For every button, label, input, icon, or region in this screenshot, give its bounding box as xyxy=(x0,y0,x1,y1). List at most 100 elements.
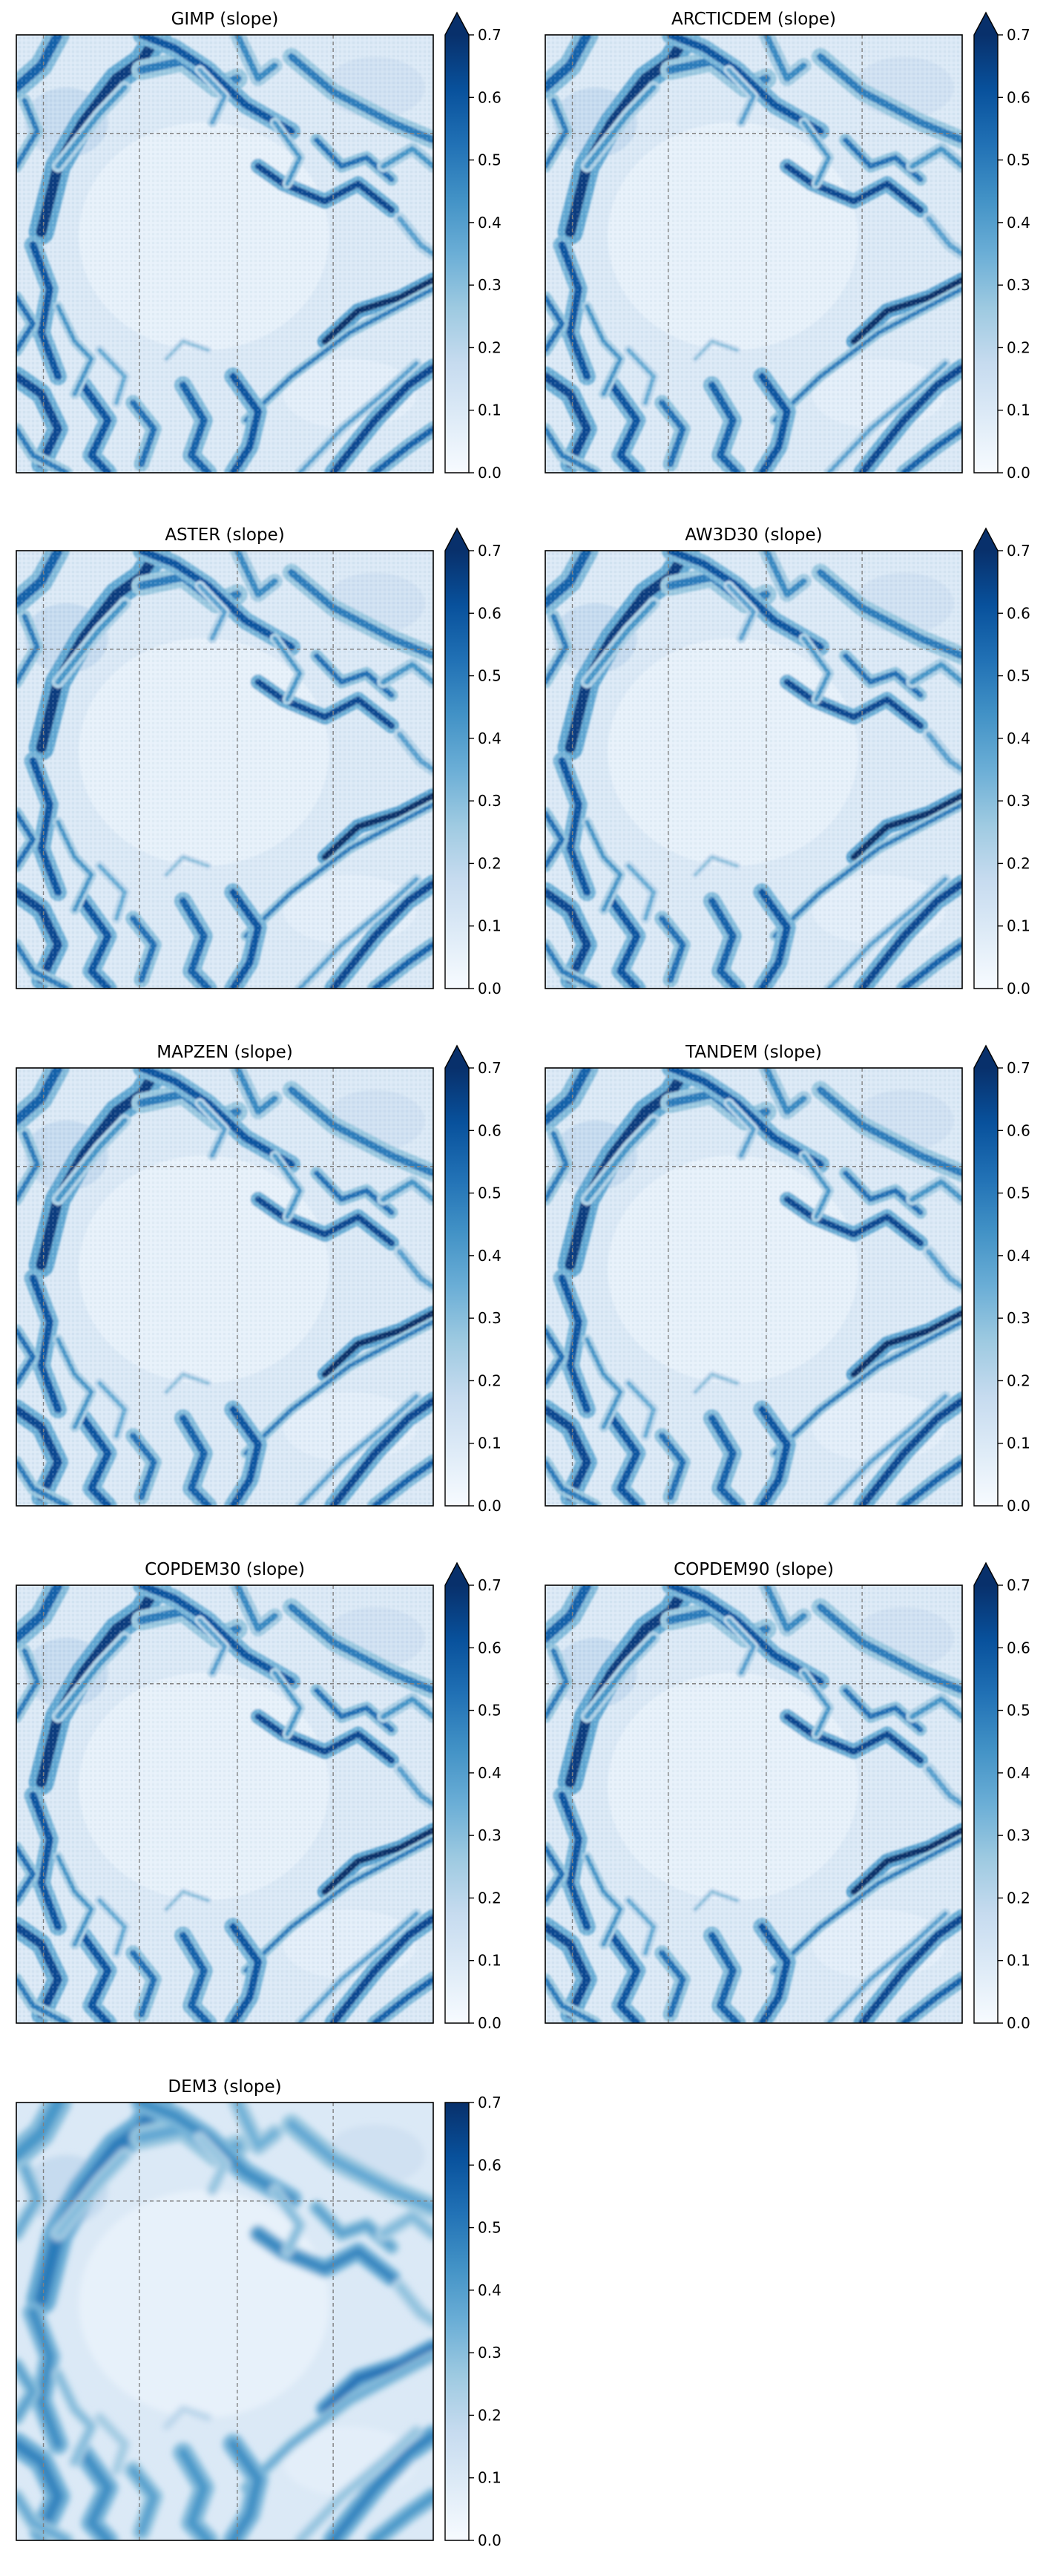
colorbar-gradient xyxy=(445,1585,469,2023)
colorbar-tick-label: 0.0 xyxy=(478,980,501,997)
slope-heatmap xyxy=(16,2103,433,2540)
panel-title: DEM3 (slope) xyxy=(168,2077,281,2097)
panel-aw3d30: AW3D30 (slope) 0.0 0.1 0.2 0.3 0.4 0.5 0.6 0.7 xyxy=(545,525,1030,997)
colorbar-outline xyxy=(444,11,470,473)
colorbar-tick-label: 0.5 xyxy=(1007,1184,1030,1202)
colorbar-tick-label: 0.3 xyxy=(1007,276,1030,294)
colorbar-gradient xyxy=(445,35,469,473)
slope-ridge xyxy=(34,2103,165,2307)
slope-ridge xyxy=(286,2120,433,2212)
colorbar-tick-label: 0.2 xyxy=(1007,1889,1030,1907)
colorbar-tick-label: 0.4 xyxy=(1007,1764,1030,1782)
gridlines xyxy=(545,1068,962,1506)
colorbar-tick-label: 0.3 xyxy=(1007,1309,1030,1327)
colorbar: 0.0 0.1 0.2 0.3 0.4 0.5 0.6 0.7 xyxy=(444,527,501,997)
colorbar-tick-label: 0.2 xyxy=(1007,1371,1030,1389)
colorbar-tick-label: 0.0 xyxy=(1007,2014,1030,2032)
slope-ridge xyxy=(320,2344,433,2413)
panel-title: GIMP (slope) xyxy=(171,10,279,29)
colorbar-tick-label: 0.7 xyxy=(478,1576,501,1594)
colorbar: 0.0 0.1 0.2 0.3 0.4 0.5 0.6 0.7 xyxy=(973,1561,1030,2032)
colorbar-tick-label: 0.5 xyxy=(478,2219,501,2237)
colorbar-tick-label: 0.1 xyxy=(478,1952,501,1970)
gridlines xyxy=(16,35,433,473)
panel-title: ARCTICDEM (slope) xyxy=(671,10,836,29)
plot-frame xyxy=(545,1584,963,2024)
colorbar-gradient xyxy=(445,551,469,989)
colorbar-tick-label: 0.1 xyxy=(478,402,501,419)
colorbar-extend-arrow xyxy=(445,13,469,35)
slope-ridge xyxy=(233,2103,279,2151)
colorbar-tick-label: 0.0 xyxy=(478,2014,501,2032)
pixel-texture xyxy=(545,1585,962,2023)
colorbar-tick-label: 0.0 xyxy=(1007,980,1030,997)
slope-heatmap xyxy=(16,1585,433,2023)
colorbar-tick-label: 0.2 xyxy=(478,2406,501,2424)
panel-aster: ASTER (slope) 0.0 0.1 0.2 0.3 0.4 0.5 0.6 0.7 xyxy=(16,525,501,997)
colorbar-tick-label: 0.3 xyxy=(1007,1826,1030,1844)
plot-frame xyxy=(16,1584,434,2024)
slope-ridge xyxy=(16,2165,41,2238)
colorbar-outline xyxy=(444,1561,470,2024)
colorbar-tick-label: 0.4 xyxy=(1007,214,1030,232)
slope-ridge xyxy=(297,2428,420,2540)
panel-copdem30: COPDEM30 (slope) 0.0 0.1 0.2 0.3 0.4 0.5 0.6 0.7 xyxy=(16,1560,501,2032)
pixel-texture xyxy=(545,1068,962,1506)
slope-ridge xyxy=(164,2407,211,2429)
slope-ridge xyxy=(197,2134,228,2193)
slope-heatmap xyxy=(16,1068,433,1506)
slope-heatmap xyxy=(16,35,433,473)
colorbar-tick-label: 0.6 xyxy=(478,604,501,622)
slope-ridge xyxy=(370,2492,433,2540)
slope-ridge xyxy=(380,2212,433,2238)
plot-frame xyxy=(545,550,963,989)
gridlines xyxy=(545,551,962,989)
plot-frame xyxy=(545,1067,963,1507)
slope-ridge xyxy=(178,2448,213,2540)
pixel-texture xyxy=(16,1068,433,1506)
colorbar-gradient xyxy=(445,2103,469,2540)
colorbar: 0.0 0.1 0.2 0.3 0.4 0.5 0.6 0.7 xyxy=(444,2094,501,2549)
colorbar-gradient xyxy=(974,1585,998,2023)
colorbar-tick-label: 0.5 xyxy=(478,151,501,169)
colorbar-gradient xyxy=(974,1068,998,1506)
colorbar-tick-label: 0.1 xyxy=(1007,1952,1030,1970)
colorbar-tick-label: 0.1 xyxy=(478,2469,501,2487)
colorbar-extend-arrow xyxy=(445,1563,469,1585)
colorbar: 0.0 0.1 0.2 0.3 0.4 0.5 0.6 0.7 xyxy=(973,11,1030,482)
colorbar-tick-label: 0.5 xyxy=(1007,1702,1030,1720)
colorbar-extend-arrow xyxy=(445,1046,469,1068)
colorbar-tick-label: 0.5 xyxy=(1007,667,1030,685)
plot-frame xyxy=(16,2102,434,2541)
slope-region xyxy=(79,2190,329,2418)
slope-ridge xyxy=(16,2439,64,2537)
gridlines xyxy=(16,2103,433,2540)
pixel-texture xyxy=(16,1585,433,2023)
colorbar-tick-label: 0.7 xyxy=(1007,1059,1030,1077)
colorbar-extend-arrow xyxy=(974,1563,998,1585)
colorbar-tick-label: 0.7 xyxy=(478,542,501,560)
colorbar-gradient xyxy=(974,35,998,473)
slope-ridge xyxy=(16,2362,36,2422)
slope-ridge xyxy=(254,2229,396,2282)
colorbar-tick-label: 0.2 xyxy=(1007,338,1030,356)
colorbar-tick-label: 0.4 xyxy=(478,1247,501,1265)
panel-copdem90: COPDEM90 (slope) 0.0 0.1 0.2 0.3 0.4 0.5 0.6 0.7 xyxy=(545,1560,1030,2032)
slope-heatmap xyxy=(545,1585,962,2023)
colorbar-outline xyxy=(973,11,999,473)
colorbar-tick-label: 0.6 xyxy=(1007,88,1030,106)
colorbar-tick-label: 0.7 xyxy=(1007,26,1030,44)
slope-heatmap xyxy=(545,1068,962,1506)
colorbar-tick-label: 0.2 xyxy=(478,338,501,356)
colorbar-gradient xyxy=(445,1068,469,1506)
colorbar-tick-label: 0.7 xyxy=(478,26,501,44)
slope-ridge xyxy=(136,2103,297,2204)
colorbar-tick-label: 0.0 xyxy=(1007,1497,1030,1515)
colorbar-tick-label: 0.3 xyxy=(478,1826,501,1844)
colorbar-outline xyxy=(444,527,470,989)
pixel-texture xyxy=(16,35,433,473)
slope-ridge xyxy=(228,2439,263,2540)
colorbar-tick-label: 0.4 xyxy=(478,730,501,747)
colorbar-tick-label: 0.3 xyxy=(1007,792,1030,810)
plot-frame xyxy=(16,34,434,473)
